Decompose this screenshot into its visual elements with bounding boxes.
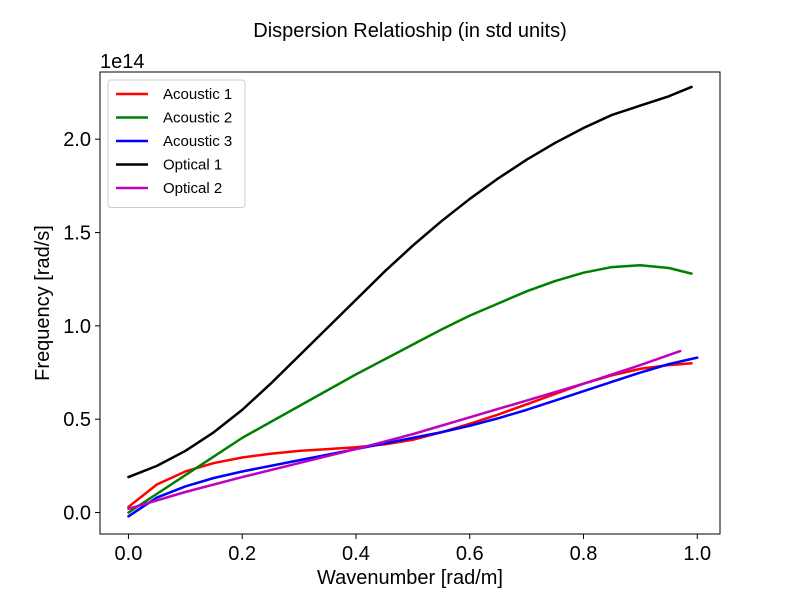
legend: Acoustic 1 Acoustic 2 Acoustic 3 Optical 1 O… xyxy=(107,79,246,208)
legend-label: Optical 1 xyxy=(163,157,222,174)
series-layer xyxy=(127,85,699,518)
y-tick-label: 0.5 xyxy=(63,409,91,431)
x-tick-label: 0.6 xyxy=(456,543,484,565)
x-tick-label: 0.2 xyxy=(228,543,256,565)
legend-label: Optical 2 xyxy=(163,180,222,197)
y-offset-text: 1e14 xyxy=(100,51,145,73)
y-tick-label: 0.0 xyxy=(63,503,91,525)
series-line-optical-2 xyxy=(127,349,682,511)
x-tick-label: 0.0 xyxy=(115,543,143,565)
chart-title: Dispersion Relatioship (in std units) xyxy=(253,20,566,42)
legend-label: Acoustic 2 xyxy=(163,110,232,127)
legend-label: Acoustic 1 xyxy=(163,86,232,103)
x-tick-label: 1.0 xyxy=(683,543,711,565)
axes-frame xyxy=(99,71,721,535)
series-line-acoustic-3 xyxy=(127,356,699,518)
x-axis-ticks: 0.0 0.2 0.4 0.6 0.8 1.0 xyxy=(115,534,711,565)
y-axis-label: Frequency [rad/s] xyxy=(32,225,54,381)
y-tick-label: 1.0 xyxy=(63,316,91,338)
legend-label: Acoustic 3 xyxy=(163,133,232,150)
x-axis-label: Wavenumber [rad/m] xyxy=(317,567,503,589)
legend-box xyxy=(107,79,246,208)
x-tick-label: 0.8 xyxy=(570,543,598,565)
series-line-acoustic-2 xyxy=(127,263,693,514)
y-axis-ticks: 0.0 0.5 1.0 1.5 2.0 xyxy=(63,129,100,525)
series-line-optical-1 xyxy=(127,85,693,479)
y-tick-label: 2.0 xyxy=(63,129,91,151)
x-tick-label: 0.4 xyxy=(342,543,370,565)
y-tick-label: 1.5 xyxy=(63,223,91,245)
